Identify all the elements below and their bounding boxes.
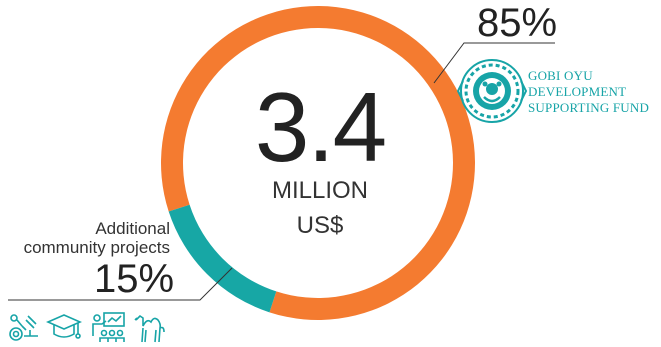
fund-percent-label: 85% xyxy=(477,1,558,45)
fund-name-line: DEVELOPMENT xyxy=(528,84,627,99)
fund-logo-icon xyxy=(456,59,528,123)
science-microscope-icon xyxy=(9,314,38,341)
leader-line-community xyxy=(8,267,233,301)
leader-line-fund xyxy=(433,42,555,84)
total-unit-line2: US$ xyxy=(296,212,344,239)
fund-name: GOBI OYU DEVELOPMENT SUPPORTING FUND xyxy=(528,68,649,116)
teacher-presentation-icon xyxy=(92,312,125,342)
donut-segment-community xyxy=(168,204,277,313)
total-value: 3.4 xyxy=(254,72,387,182)
graduation-cap-icon xyxy=(46,314,82,339)
camel-icon xyxy=(134,314,165,343)
total-unit-line1: MILLION xyxy=(271,177,369,204)
community-label: Additional community projects xyxy=(0,219,170,257)
community-percent-label: 15% xyxy=(94,257,175,301)
community-label-line: Additional xyxy=(95,219,170,238)
fund-name-line: SUPPORTING FUND xyxy=(528,100,650,115)
community-label-line: community projects xyxy=(23,238,170,257)
fund-name-line: GOBI OYU xyxy=(528,68,593,83)
